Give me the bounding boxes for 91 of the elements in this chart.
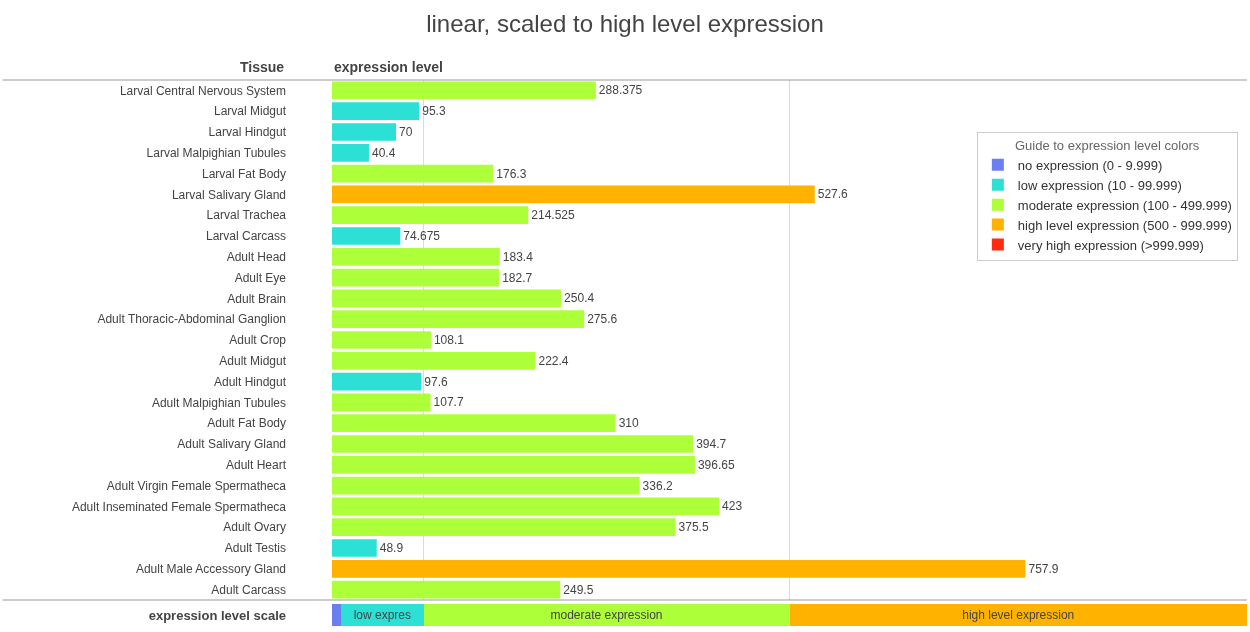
series-label: high level expression — [962, 608, 1075, 622]
bar — [332, 351, 536, 370]
y-tick-label: Adult Ovary — [223, 520, 286, 535]
bar — [332, 268, 500, 287]
bar — [332, 331, 431, 349]
y-tick-label: Adult Virgin Female Spermatheca — [106, 478, 287, 493]
bar — [332, 476, 640, 495]
data-label: 249.5 — [563, 582, 594, 597]
bar — [332, 393, 431, 412]
series-label: low expres — [353, 608, 411, 622]
bar — [332, 123, 397, 141]
data-label: 70 — [399, 125, 413, 139]
bar — [332, 81, 596, 100]
y-tick-label: Adult Carcass — [211, 582, 286, 597]
y-tick-label: Adult Male Accessory Gland — [135, 562, 286, 576]
bar — [332, 206, 529, 225]
y-tick-label: Adult Brain — [227, 291, 286, 306]
data-label: 183.4 — [502, 249, 534, 264]
data-label: 40.4 — [371, 145, 396, 160]
data-label: 275.6 — [587, 312, 618, 327]
y-tick-label: expression level scale — [148, 607, 286, 623]
y-tick-label: Adult Crop — [229, 333, 287, 348]
data-label: 48.9 — [379, 541, 404, 555]
series-label: moderate expression — [550, 608, 663, 622]
y-tick-label: Larval Hindgut — [208, 125, 287, 140]
bar — [332, 414, 616, 433]
bar — [423, 604, 790, 626]
data-label: 74.675 — [403, 229, 441, 243]
data-label: 310 — [618, 416, 639, 431]
y-tick-label: Adult Head — [226, 250, 286, 264]
y-tick-label: Larval Trachea — [206, 208, 287, 223]
y-axis-title: Tissue — [240, 59, 285, 75]
data-label: 423 — [722, 499, 743, 514]
y-tick-label: Adult Heart — [225, 458, 287, 472]
bar — [332, 227, 401, 245]
data-label: 375.5 — [678, 520, 709, 535]
y-tick-label: Larval Central Nervous System — [119, 83, 286, 98]
legend-label: moderate expression (100 - 499.999) — [1017, 197, 1232, 213]
y-tick-label: Adult Testis — [224, 541, 286, 556]
bar — [332, 455, 695, 474]
legend-label: no expression (0 - 9.999) — [1017, 157, 1163, 173]
y-tick-label: Adult Thoracic-Abdominal Ganglion — [97, 312, 286, 327]
bar — [332, 604, 342, 626]
y-tick-label: Larval Midgut — [213, 104, 287, 119]
data-label: 95.3 — [422, 104, 446, 119]
bar — [332, 247, 500, 266]
data-label: 250.4 — [564, 291, 595, 306]
data-label: 108.1 — [433, 333, 465, 347]
data-label: 97.6 — [424, 374, 448, 389]
legend-label: very high expression (>999.999) — [1017, 237, 1204, 253]
y-tick-label: Adult Hindgut — [213, 374, 287, 389]
data-label: 527.6 — [817, 187, 849, 202]
bar — [332, 518, 676, 537]
y-tick-label: Adult Fat Body — [207, 416, 286, 431]
data-label: 336.2 — [642, 478, 673, 493]
data-label: 222.4 — [538, 353, 569, 368]
data-label: 176.3 — [496, 166, 527, 181]
y-tick-label: Larval Malpighian Tubules — [146, 146, 286, 160]
bar — [332, 185, 815, 204]
y-tick-label: Larval Fat Body — [201, 166, 286, 181]
chart-title: linear, scaled to high level expression — [426, 9, 824, 37]
legend-label: low expression (10 - 99.999) — [1017, 177, 1182, 193]
bar — [332, 289, 562, 308]
x-axis-title: expression level — [334, 59, 443, 75]
data-label: 107.7 — [433, 395, 464, 410]
bar — [332, 435, 694, 453]
data-label: 396.65 — [697, 457, 735, 472]
bar — [332, 539, 377, 557]
data-label: 757.9 — [1028, 561, 1059, 576]
y-tick-label: Adult Malpighian Tubules — [151, 395, 286, 410]
data-label: 288.375 — [598, 83, 643, 98]
bar — [332, 580, 561, 599]
bar — [332, 497, 720, 516]
data-label: 214.525 — [531, 208, 575, 223]
bar — [789, 604, 1247, 626]
bar — [332, 310, 585, 329]
y-tick-label: Adult Salivary Gland — [177, 437, 286, 452]
bar — [332, 164, 494, 183]
y-tick-label: Adult Inseminated Female Spermatheca — [71, 499, 287, 514]
bar — [332, 559, 1026, 578]
y-tick-label: Larval Carcass — [205, 229, 286, 244]
y-tick-label: Adult Eye — [234, 270, 287, 285]
bar — [332, 372, 422, 391]
bar — [332, 102, 420, 121]
y-tick-label: Adult Midgut — [219, 354, 287, 368]
y-tick-label: Larval Salivary Gland — [171, 187, 286, 202]
legend-label: high level expression (500 - 999.999) — [1017, 217, 1232, 233]
bar — [332, 143, 369, 162]
legend-title: Guide to expression level colors — [1014, 137, 1200, 153]
data-label: 394.7 — [696, 437, 727, 451]
data-label: 182.7 — [502, 270, 533, 285]
